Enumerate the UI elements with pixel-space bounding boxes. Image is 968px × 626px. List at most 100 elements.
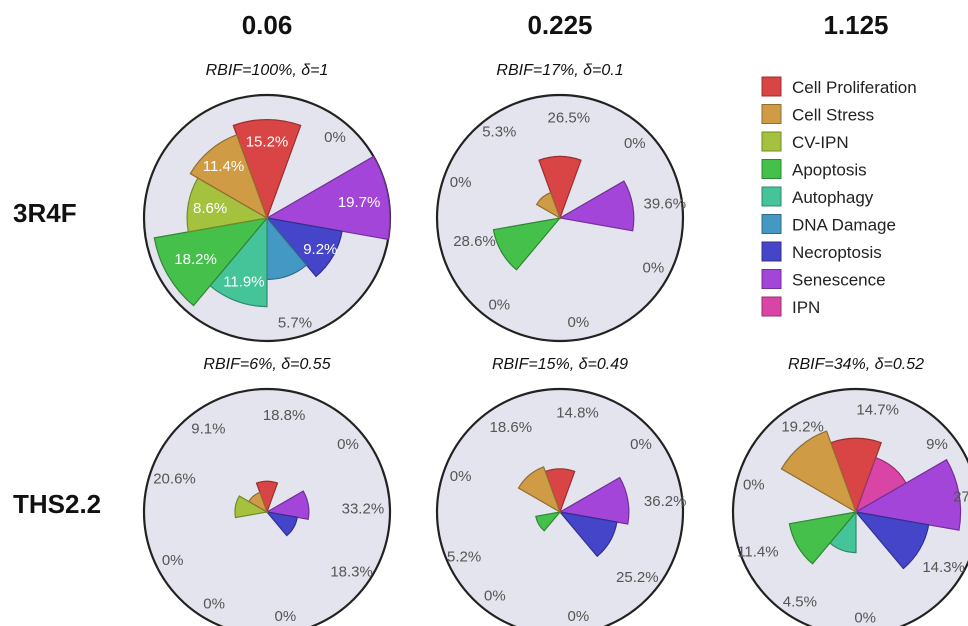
chart-subtitle: RBIF=15%, δ=0.49 bbox=[492, 356, 628, 373]
percent-label: 5.2% bbox=[447, 549, 481, 566]
column-header-0: 0.06 bbox=[242, 10, 293, 40]
percent-label: 25.2% bbox=[616, 569, 659, 586]
legend-swatch-dna-damage bbox=[761, 214, 782, 234]
column-header-2: 1.125 bbox=[823, 10, 888, 40]
wedge-cell-stress bbox=[248, 491, 269, 514]
chart-subtitle: RBIF=100%, δ=1 bbox=[206, 62, 329, 79]
percent-label: 18.2% bbox=[174, 251, 217, 268]
chart-subtitle: RBIF=6%, δ=0.55 bbox=[203, 356, 330, 373]
percent-label: 0% bbox=[162, 552, 184, 569]
percent-label: 33.2% bbox=[342, 501, 385, 518]
chart-subtitle: RBIF=17%, δ=0.1 bbox=[496, 62, 623, 79]
percent-label: 0% bbox=[624, 135, 646, 152]
wedge-cell-proliferation bbox=[538, 155, 582, 220]
headers-layer: 0.06 0.225 1.125 3R4F THS2.2 bbox=[13, 10, 889, 519]
percent-label: 8.6% bbox=[193, 200, 227, 217]
polar-chart-3r4f-1: RBIF=17%, δ=0.1 26.5% 0% 39.6% 0% 0% 0% 28.6% 0%… bbox=[435, 62, 687, 343]
wedge-necroptosis bbox=[265, 217, 343, 278]
percent-label: 39.6% bbox=[644, 195, 687, 212]
percent-label: 26.5% bbox=[548, 110, 591, 127]
percent-label: 15.2% bbox=[246, 134, 289, 151]
wedge-apoptosis bbox=[535, 511, 562, 532]
wedge-necroptosis bbox=[854, 511, 930, 570]
percent-label: 0% bbox=[488, 297, 510, 314]
percent-label: 0% bbox=[450, 174, 472, 191]
wedge-apoptosis bbox=[153, 217, 269, 307]
polar-chart-3r4f-0: RBIF=100%, δ=1 15.2% 0% 19.7% 9.2% 5.7% 11.9% 1… bbox=[142, 62, 392, 343]
polar-chart-ths2-2-0: RBIF=6%, δ=0.55 18.8% 0% 33.2% 18.3% 0% 0% 0% 20… bbox=[142, 356, 392, 626]
percent-label: 18.3% bbox=[330, 563, 373, 580]
percent-label: 20.6% bbox=[153, 470, 196, 487]
chart-subtitle: RBIF=34%, δ=0.52 bbox=[788, 356, 924, 373]
wedge-senescence bbox=[265, 490, 310, 520]
wedge-necroptosis bbox=[558, 511, 618, 558]
legend-swatch-apoptosis bbox=[761, 159, 782, 179]
percent-label: 0% bbox=[568, 608, 590, 625]
charts-layer: RBIF=100%, δ=1 15.2% 0% 19.7% 9.2% 5.7% 11.9% 1… bbox=[142, 62, 968, 626]
wedge-senescence bbox=[854, 458, 962, 531]
wedge-necroptosis bbox=[265, 511, 298, 537]
percent-label: 0% bbox=[568, 314, 590, 331]
polar-chart-ths2-2-1: RBIF=15%, δ=0.49 14.8% 0% 36.2% 25.2% 0% 0% 5.2… bbox=[435, 356, 687, 626]
legend-swatch-cell-stress bbox=[761, 104, 782, 124]
percent-label: 0% bbox=[854, 609, 876, 626]
percent-label: 27% bbox=[953, 488, 968, 505]
wedge-cell-stress bbox=[535, 191, 562, 220]
wedge-senescence bbox=[265, 155, 391, 241]
percent-label: 0% bbox=[337, 436, 359, 453]
percent-label: 18.8% bbox=[263, 407, 306, 424]
percent-label: 14.3% bbox=[922, 559, 965, 576]
percent-label: 28.6% bbox=[453, 233, 496, 250]
percent-label: 9% bbox=[926, 436, 948, 453]
percent-label: 5.3% bbox=[482, 123, 516, 140]
legend-swatch-senescence bbox=[761, 269, 782, 289]
wedge-senescence bbox=[558, 476, 630, 525]
percent-label: 19.2% bbox=[781, 419, 824, 436]
wedge-cell-stress bbox=[517, 466, 562, 514]
wedge-cell-stress bbox=[189, 134, 269, 220]
percent-label: 14.7% bbox=[856, 402, 899, 419]
legend-swatch-ipn bbox=[761, 296, 782, 317]
percent-label: 0% bbox=[203, 596, 225, 613]
legend: Cell Proliferation Cell Stress CV-IPN Apopt… bbox=[761, 76, 917, 317]
legend-label-necroptosis: Necroptosis bbox=[792, 243, 882, 262]
wedge-apoptosis bbox=[492, 217, 562, 271]
percent-label: 11.9% bbox=[223, 274, 264, 291]
wedge-cell-proliferation bbox=[232, 119, 302, 220]
percent-label: 19.7% bbox=[338, 194, 381, 211]
percent-label: 11.4% bbox=[203, 158, 244, 175]
row-header-1: THS2.2 bbox=[13, 489, 101, 519]
percent-label: 0% bbox=[324, 129, 346, 146]
legend-swatch-necroptosis bbox=[761, 241, 782, 262]
wedge-apoptosis bbox=[788, 511, 858, 565]
legend-label-senescence: Senescence bbox=[792, 271, 886, 290]
percent-label: 0% bbox=[275, 608, 297, 625]
legend-label-autophagy: Autophagy bbox=[792, 188, 874, 207]
legend-label-cell-stress: Cell Stress bbox=[792, 106, 874, 125]
wedge-cell-stress bbox=[780, 430, 858, 514]
legend-swatch-autophagy bbox=[761, 186, 782, 207]
percent-label: 0% bbox=[643, 260, 665, 277]
percent-label: 5.7% bbox=[278, 315, 312, 332]
percent-label: 0% bbox=[484, 587, 506, 604]
percent-label: 0% bbox=[743, 477, 765, 494]
legend-label-ipn: IPN bbox=[792, 298, 820, 317]
wedge-senescence bbox=[558, 180, 635, 232]
percent-label: 36.2% bbox=[644, 493, 687, 510]
legend-label-cell-proliferation: Cell Proliferation bbox=[792, 78, 917, 97]
legend-label-apoptosis: Apoptosis bbox=[792, 161, 867, 180]
wedge-cell-proliferation bbox=[255, 480, 279, 514]
wedge-cv-ipn bbox=[234, 495, 269, 519]
percent-label: 0% bbox=[450, 468, 472, 485]
percent-label: 0% bbox=[630, 436, 652, 453]
legend-swatch-cell-proliferation bbox=[761, 76, 782, 97]
legend-label-cv-ipn: CV-IPN bbox=[792, 133, 849, 152]
polar-chart-ths2-2-2: RBIF=34%, δ=0.52 14.7% 9% 27% 14.3% 0% 4.5% 11.… bbox=[731, 356, 968, 626]
row-header-0: 3R4F bbox=[13, 198, 77, 228]
percent-label: 18.6% bbox=[490, 419, 533, 436]
percent-label: 9.2% bbox=[303, 241, 337, 258]
percent-label: 4.5% bbox=[783, 594, 817, 611]
percent-label: 14.8% bbox=[556, 405, 599, 422]
